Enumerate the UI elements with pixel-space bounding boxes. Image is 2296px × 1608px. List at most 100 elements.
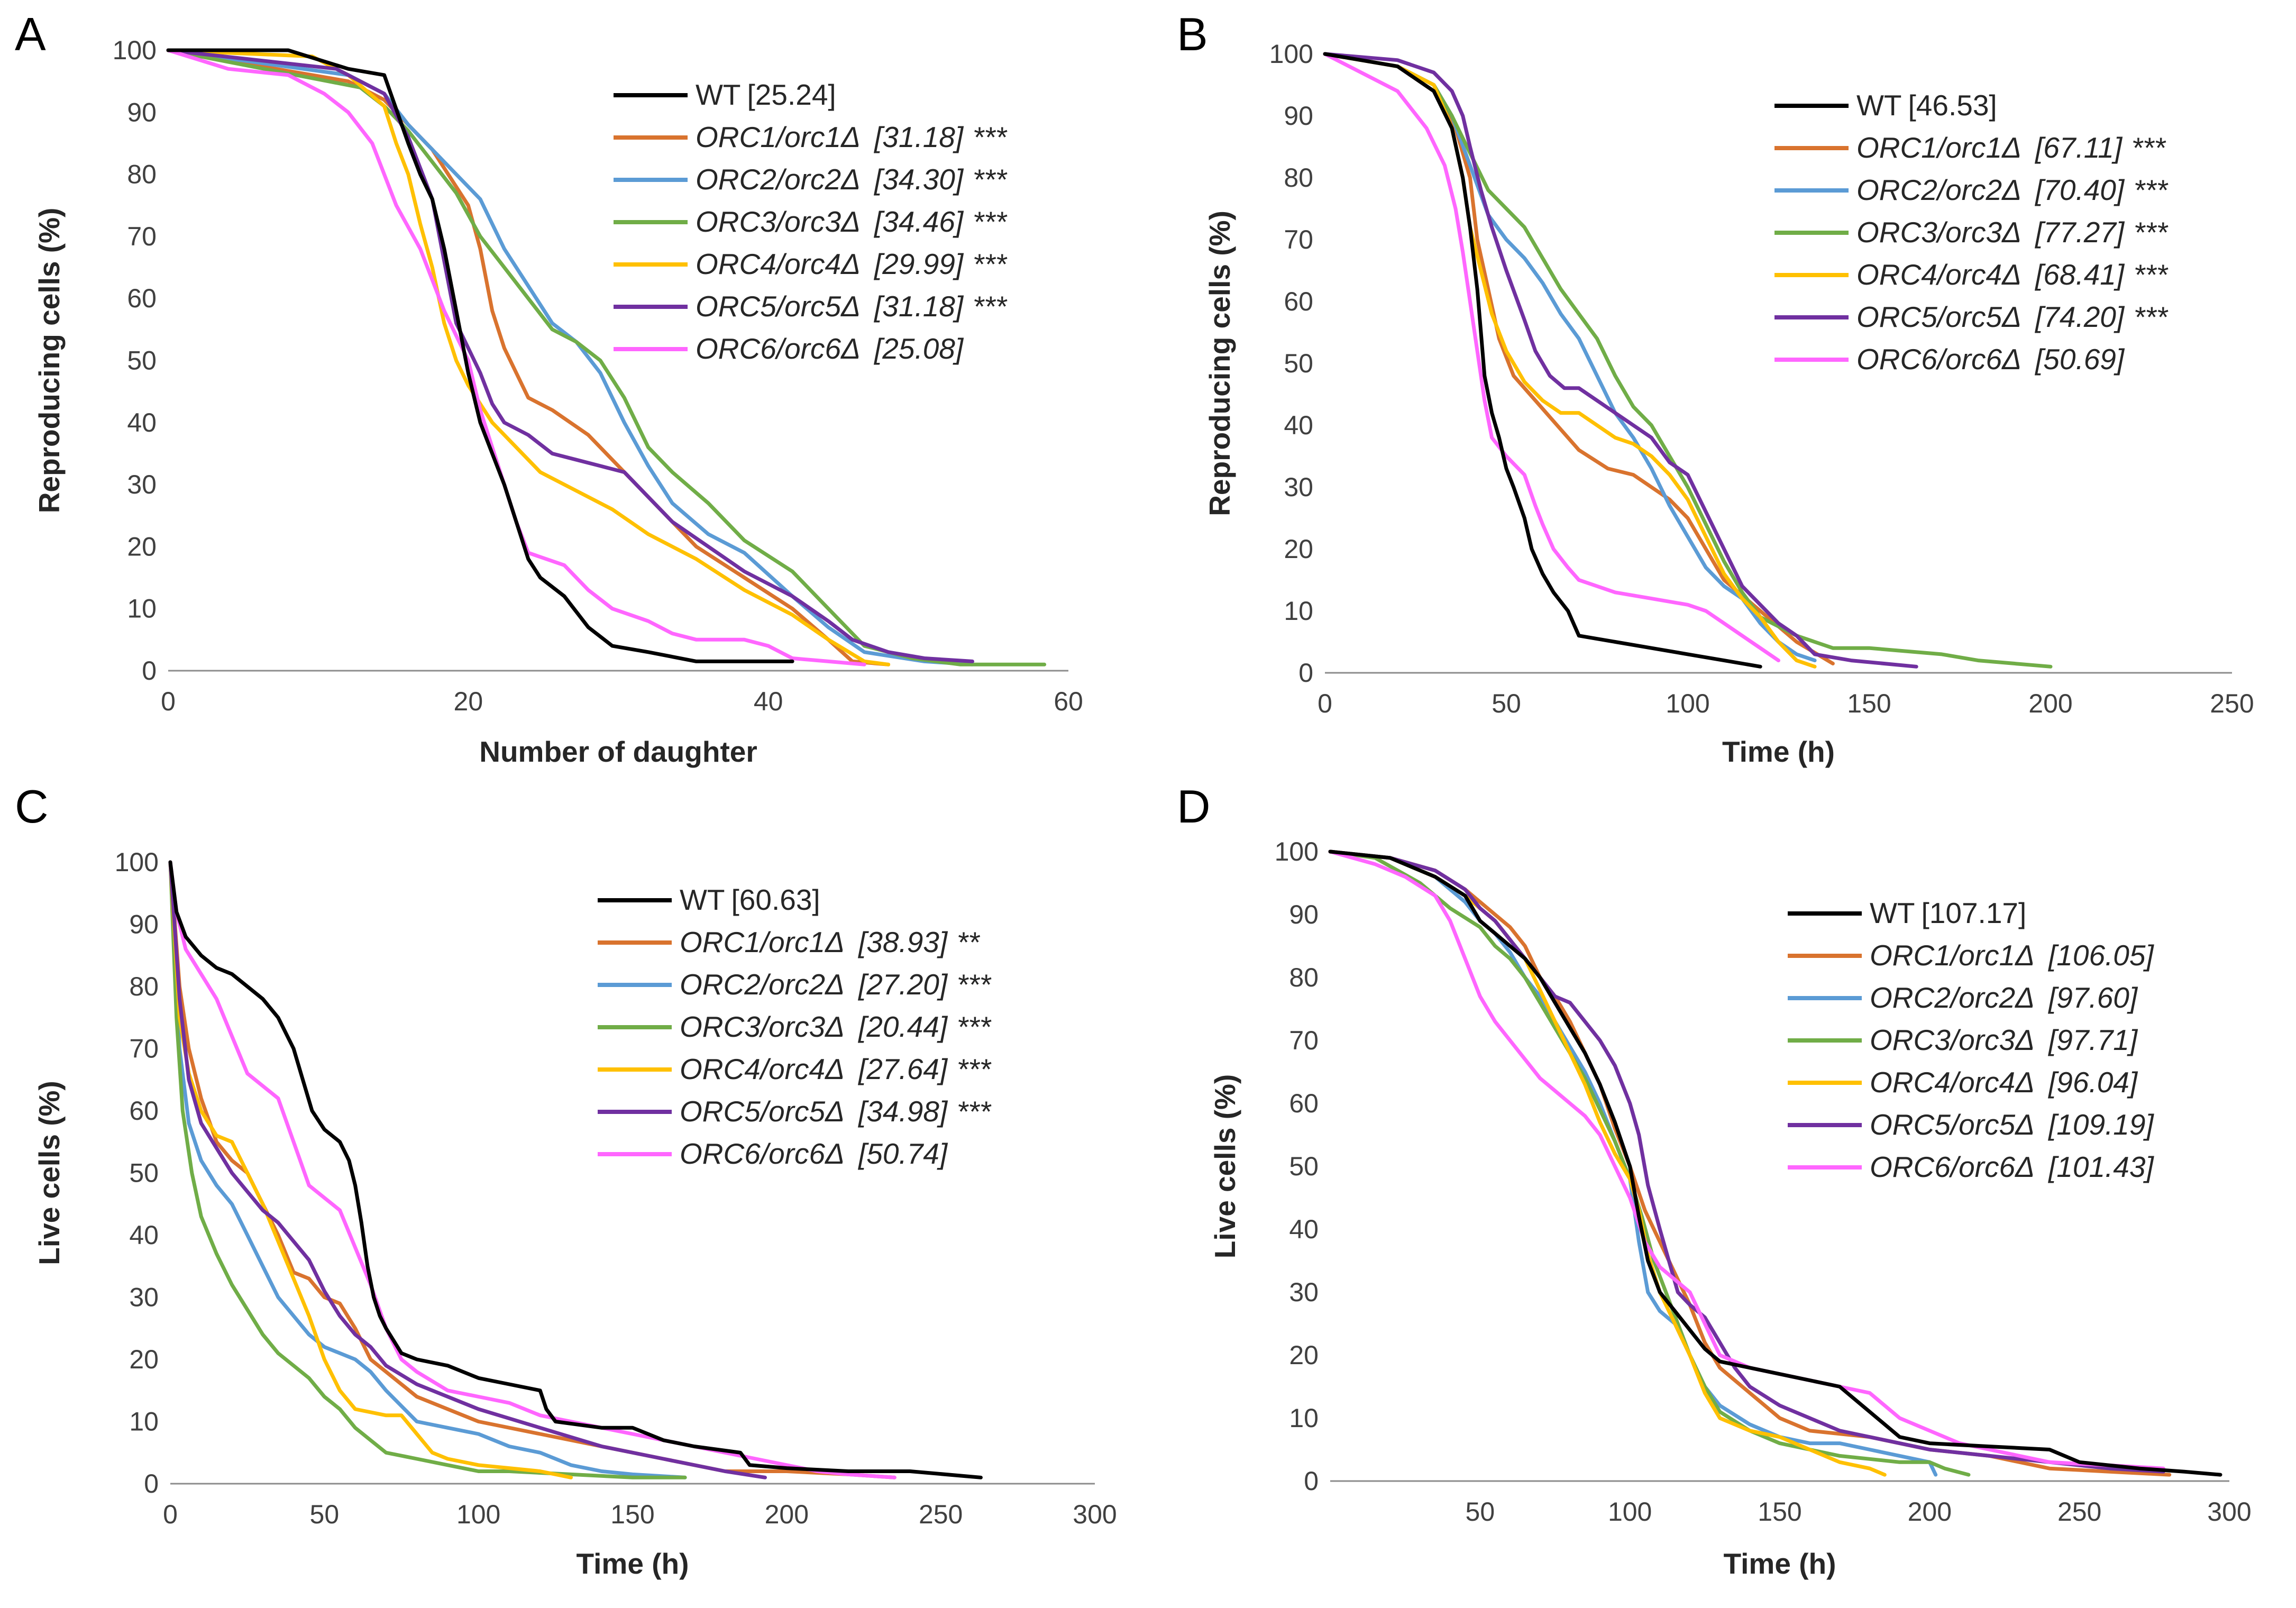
legend-label: ORC5/orc5Δ [34.98] *** — [680, 1095, 992, 1128]
legend-entry-orc4: ORC4/orc4Δ [68.41] *** — [1774, 258, 2169, 291]
legend-label: ORC2/orc2Δ [97.60] — [1870, 981, 2138, 1014]
x-tick-label: 100 — [1666, 689, 1709, 718]
legend-entry-orc5: ORC5/orc5Δ [109.19] — [1788, 1108, 2154, 1141]
legend-label: ORC5/orc5Δ [74.20] *** — [1856, 300, 2169, 333]
y-tick-label: 50 — [127, 346, 157, 376]
legend-entry-orc1: ORC1/orc1Δ [67.11] *** — [1774, 131, 2166, 164]
legend-entry-orc2: ORC2/orc2Δ [27.20] *** — [598, 968, 992, 1001]
y-tick-label: 0 — [1298, 658, 1313, 688]
y-tick-label: 0 — [1304, 1466, 1319, 1496]
x-tick-label: 60 — [1054, 687, 1083, 716]
y-tick-label: 100 — [1269, 39, 1313, 69]
panel-d: D 0 10 20 30 40 50 60 70 80 90 100 50 100 150 200 250 300… — [1177, 780, 2252, 1580]
legend-entry-orc1: ORC1/orc1Δ [38.93] ** — [598, 926, 981, 958]
y-tick-label: 60 — [129, 1096, 159, 1126]
y-tick-label: 20 — [1284, 534, 1313, 564]
legend-label: ORC3/orc3Δ [34.46] *** — [696, 205, 1008, 238]
x-tick-label: 50 — [1466, 1497, 1495, 1527]
x-tick-label: 20 — [454, 687, 483, 716]
y-tick-label: 40 — [127, 408, 157, 437]
legend-entry-wt: WT [25.24] — [614, 78, 836, 111]
legend-entry-orc3: ORC3/orc3Δ [97.71] — [1788, 1024, 2138, 1056]
legend-label: ORC2/orc2Δ [34.30] *** — [696, 163, 1008, 196]
y-tick-label: 70 — [129, 1034, 159, 1064]
y-tick-label: 20 — [127, 532, 157, 561]
legend-label: ORC6/orc6Δ [101.43] — [1870, 1150, 2154, 1183]
x-tick-label: 200 — [765, 1500, 809, 1529]
legend-label: ORC1/orc1Δ [67.11] *** — [1856, 131, 2166, 164]
legend-entry-wt: WT [107.17] — [1788, 897, 2026, 929]
x-tick-label: 300 — [2207, 1497, 2251, 1527]
series-line-wt — [166, 48, 794, 663]
y-tick-label: 70 — [127, 222, 157, 251]
y-tick-label: 80 — [129, 972, 159, 1001]
legend-entry-orc5: ORC5/orc5Δ [31.18] *** — [614, 290, 1008, 323]
legend-label: ORC6/orc6Δ [50.69] — [1856, 343, 2125, 376]
legend-label: WT [25.24] — [696, 78, 836, 111]
y-tick-label: 0 — [144, 1469, 159, 1499]
legend-label: WT [107.17] — [1870, 897, 2026, 929]
legend-entry-orc1: ORC1/orc1Δ [106.05] — [1788, 939, 2154, 972]
legend-entry-orc6: ORC6/orc6Δ [50.74] — [598, 1137, 948, 1170]
series-line-orc1 — [1328, 849, 2172, 1477]
x-tick-label: 150 — [1758, 1497, 1801, 1527]
y-tick-label: 80 — [1289, 963, 1319, 992]
legend-entry-orc4: ORC4/orc4Δ [27.64] *** — [598, 1053, 992, 1085]
series-line-orc6 — [1328, 849, 2165, 1470]
y-tick-label: 10 — [129, 1407, 159, 1437]
legend-entry-orc2: ORC2/orc2Δ [97.60] — [1788, 981, 2138, 1014]
y-tick-label: 50 — [1284, 349, 1313, 378]
legend-entry-orc3: ORC3/orc3Δ [77.27] *** — [1774, 216, 2169, 249]
y-tick-label: 30 — [1289, 1277, 1319, 1307]
legend-entry-orc5: ORC5/orc5Δ [74.20] *** — [1774, 300, 2169, 333]
legend-entry-wt: WT [60.63] — [598, 883, 820, 916]
y-tick-label: 30 — [127, 470, 157, 499]
legend-entry-orc6: ORC6/orc6Δ [50.69] — [1774, 343, 2125, 376]
panel-letter: D — [1177, 780, 1211, 833]
series-line-orc1 — [1323, 52, 1835, 665]
legend-entry-orc4: ORC4/orc4Δ [29.99] *** — [614, 248, 1008, 280]
y-axis-title: Live cells (%) — [33, 1081, 66, 1265]
series-line-wt — [1323, 52, 1762, 669]
y-tick-label: 60 — [1289, 1089, 1319, 1118]
series-line-orc4 — [1323, 52, 1817, 669]
legend-label: ORC4/orc4Δ [27.64] *** — [680, 1053, 992, 1085]
legend-label: WT [60.63] — [680, 883, 820, 916]
legend-label: ORC5/orc5Δ [109.19] — [1870, 1108, 2154, 1141]
legend-label: ORC2/orc2Δ [70.40] *** — [1856, 173, 2169, 206]
x-tick-label: 0 — [161, 687, 176, 716]
x-tick-label: 50 — [310, 1500, 340, 1529]
x-tick-label: 250 — [2057, 1497, 2101, 1527]
y-tick-label: 100 — [113, 35, 157, 65]
y-tick-label: 20 — [1289, 1340, 1319, 1370]
legend-label: ORC1/orc1Δ [106.05] — [1870, 939, 2154, 972]
x-axis-title: Time (h) — [577, 1547, 689, 1580]
legend-entry-orc4: ORC4/orc4Δ [96.04] — [1788, 1066, 2138, 1099]
x-axis-title: Time (h) — [1722, 735, 1835, 768]
y-tick-label: 10 — [1289, 1403, 1319, 1433]
y-tick-label: 60 — [1284, 287, 1313, 316]
y-tick-label: 90 — [127, 97, 157, 127]
panel-c: C 0 10 20 30 40 50 60 70 80 90 100 0 50 100 150 200 250 30… — [15, 780, 1117, 1580]
series-line-wt — [168, 860, 983, 1479]
y-tick-label: 50 — [129, 1158, 159, 1188]
y-tick-label: 50 — [1289, 1152, 1319, 1181]
series-line-orc6 — [1323, 52, 1780, 663]
series-line-orc5 — [1328, 849, 2165, 1474]
legend-entry-wt: WT [46.53] — [1774, 89, 1997, 122]
x-tick-label: 50 — [1492, 689, 1521, 718]
y-tick-label: 90 — [129, 910, 159, 939]
series-line-orc3 — [168, 860, 687, 1479]
y-axis-title: Reproducing cells (%) — [33, 208, 66, 514]
x-axis-title: Number of daughter — [479, 735, 757, 768]
legend-entry-orc2: ORC2/orc2Δ [70.40] *** — [1774, 173, 2169, 206]
x-tick-label: 200 — [2028, 689, 2072, 718]
y-tick-label: 70 — [1289, 1026, 1319, 1055]
x-tick-label: 0 — [163, 1500, 178, 1529]
series-line-orc2 — [168, 860, 687, 1479]
legend-label: ORC3/orc3Δ [20.44] *** — [680, 1010, 992, 1043]
legend-label: ORC1/orc1Δ [38.93] ** — [680, 926, 981, 958]
y-tick-label: 80 — [127, 160, 157, 189]
panel-letter: A — [15, 8, 46, 60]
